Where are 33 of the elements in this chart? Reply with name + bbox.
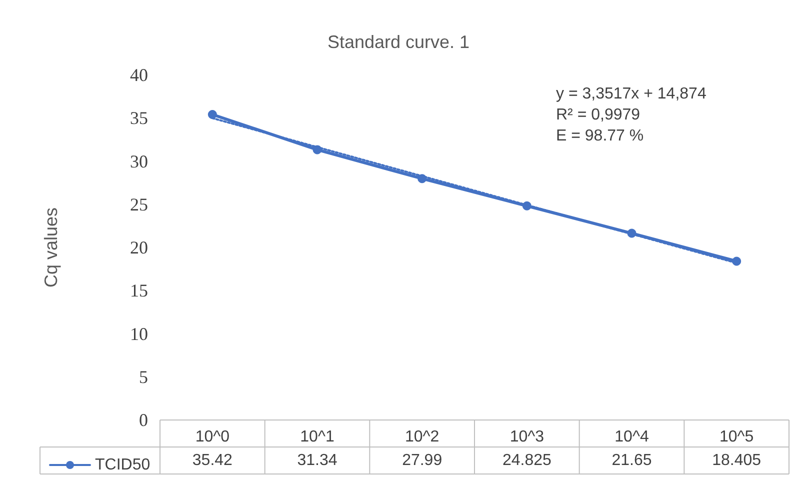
x-tick-label: 10^3 (510, 428, 544, 446)
x-tick-label: 10^2 (404, 428, 440, 446)
point (522, 201, 532, 210)
y-tick-label: 10 (130, 324, 148, 344)
x-tick-label: 10^5 (719, 428, 754, 446)
point (627, 228, 636, 238)
annotation: E = 98.77 % (556, 128, 644, 144)
x-tick-label: 10^1 (300, 428, 334, 446)
annotation: y = 3,3517x + 14,874 (556, 86, 706, 102)
data-label: 21.65 (612, 452, 652, 469)
data-label: 27.99 (402, 452, 442, 469)
y-tick-label: 15 (130, 280, 148, 301)
y-tick-label: 20 (130, 238, 148, 258)
x-tick-label: 10^0 (195, 428, 230, 446)
point (208, 110, 217, 119)
point (312, 145, 322, 154)
data-label: 24.825 (502, 452, 552, 469)
annotation: R² = 0,9979 (556, 106, 640, 124)
y-tick-label: 25 (130, 194, 148, 214)
y-tick-label: 0 (139, 410, 148, 430)
y-tick-label: 40 (130, 65, 148, 85)
y-tick-label: 35 (130, 108, 148, 128)
data-label: 31.34 (297, 452, 338, 469)
legend-label: TCID50 (95, 456, 150, 474)
data-label: 18.405 (712, 452, 762, 469)
y-axis-title: Cq values (41, 207, 61, 288)
data-label: 35.42 (192, 452, 233, 469)
x-tick-label: 10^4 (614, 428, 649, 446)
y-tick-label: 30 (130, 151, 148, 172)
chart-title: Standard curve. 1 (327, 32, 470, 52)
point (418, 174, 427, 184)
point (732, 256, 742, 266)
y-tick-label: 5 (139, 366, 148, 387)
